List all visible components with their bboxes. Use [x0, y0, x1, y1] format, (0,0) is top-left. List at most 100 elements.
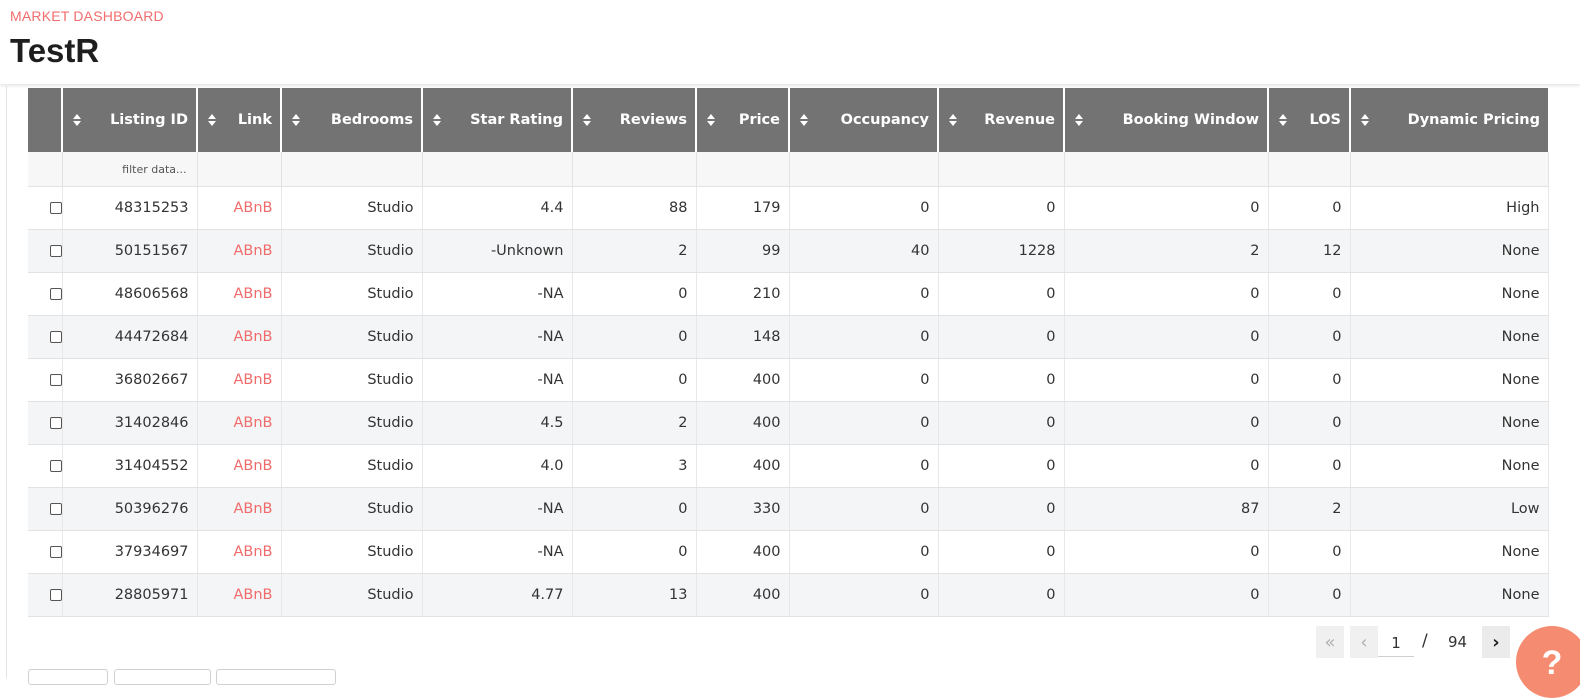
- column-header-reviews[interactable]: Reviews: [572, 88, 697, 152]
- row-checkbox[interactable]: [49, 546, 61, 558]
- cell-price: 400: [696, 358, 790, 402]
- listing-id-filter-input[interactable]: [70, 163, 189, 176]
- column-header-label: Booking Window: [1122, 112, 1259, 128]
- cell-star-rating: 4.0: [422, 444, 573, 488]
- column-header-dynamic-pricing[interactable]: Dynamic Pricing: [1350, 88, 1548, 152]
- column-header-occupancy[interactable]: Occupancy: [789, 88, 939, 152]
- cell-los: 0: [1268, 358, 1351, 402]
- column-header-booking-window[interactable]: Booking Window: [1064, 88, 1269, 152]
- listing-link[interactable]: ABnB: [197, 272, 282, 316]
- sort-arrows-icon[interactable]: [292, 114, 300, 126]
- column-header-los[interactable]: LOS: [1268, 88, 1351, 152]
- cell-star-rating: -NA: [422, 358, 573, 402]
- cell-star-rating: 4.5: [422, 401, 573, 445]
- cell-occupancy: 0: [789, 186, 939, 230]
- row-checkbox[interactable]: [49, 245, 61, 257]
- listing-link[interactable]: ABnB: [197, 315, 282, 359]
- listing-link[interactable]: ABnB: [197, 530, 282, 574]
- page-header: MARKET DASHBOARD TestR: [0, 0, 1580, 84]
- sort-arrows-icon[interactable]: [949, 114, 957, 126]
- column-header-label: Link: [237, 112, 272, 128]
- sort-arrows-icon[interactable]: [800, 114, 808, 126]
- cell-booking-window: 0: [1064, 444, 1269, 488]
- sort-arrows-icon[interactable]: [583, 114, 591, 126]
- listing-link[interactable]: ABnB: [197, 573, 282, 617]
- cell-reviews: 2: [572, 401, 697, 445]
- header-row: Listing ID Link Bedrooms Star Rating Reviews…: [28, 88, 1548, 152]
- cell-dynamic-pricing: None: [1350, 272, 1549, 316]
- column-header-label: Bedrooms: [330, 112, 413, 128]
- table-body: 48315253 ABnB Studio 4.4 88 179 0 0 0 0 High 501515…: [28, 186, 1549, 617]
- table-row: 48606568 ABnB Studio -NA 0 210 0 0 0 0 None: [28, 272, 1549, 316]
- row-checkbox[interactable]: [49, 503, 61, 515]
- column-header-label: Listing ID: [110, 112, 188, 128]
- cell-revenue: 0: [938, 186, 1065, 230]
- column-header-link[interactable]: Link: [197, 88, 282, 152]
- cell-revenue: 0: [938, 530, 1065, 574]
- cell-dynamic-pricing: None: [1350, 530, 1549, 574]
- listing-link[interactable]: ABnB: [197, 487, 282, 531]
- row-select-cell: [28, 358, 63, 402]
- column-header-label: Revenue: [984, 112, 1055, 128]
- cell-los: 12: [1268, 229, 1351, 273]
- cell-listing-id: 50396276: [62, 487, 198, 531]
- column-header-revenue[interactable]: Revenue: [938, 88, 1065, 152]
- page-number-input[interactable]: [1378, 630, 1414, 657]
- column-header-star-rating[interactable]: Star Rating: [422, 88, 573, 152]
- cell-star-rating: -Unknown: [422, 229, 573, 273]
- cell-occupancy: 0: [789, 444, 939, 488]
- first-page-button[interactable]: «: [1316, 626, 1344, 658]
- cell-star-rating: 4.77: [422, 573, 573, 617]
- sort-arrows-icon[interactable]: [1279, 114, 1287, 126]
- sort-arrows-icon[interactable]: [1075, 114, 1083, 126]
- row-checkbox[interactable]: [49, 202, 61, 214]
- row-checkbox[interactable]: [49, 331, 61, 343]
- column-header-listing-id[interactable]: Listing ID: [62, 88, 198, 152]
- cell-dynamic-pricing: None: [1350, 229, 1549, 273]
- row-checkbox[interactable]: [49, 288, 61, 300]
- sort-arrows-icon[interactable]: [433, 114, 441, 126]
- column-header-price[interactable]: Price: [696, 88, 790, 152]
- cell-occupancy: 0: [789, 573, 939, 617]
- cell-revenue: 0: [938, 358, 1065, 402]
- listing-link[interactable]: ABnB: [197, 358, 282, 402]
- bottom-tab[interactable]: [114, 669, 211, 685]
- cell-occupancy: 0: [789, 358, 939, 402]
- cell-listing-id: 48606568: [62, 272, 198, 316]
- cell-price: 148: [696, 315, 790, 359]
- row-checkbox[interactable]: [49, 417, 61, 429]
- row-select-cell: [28, 530, 63, 574]
- row-checkbox[interactable]: [49, 374, 61, 386]
- cell-booking-window: 0: [1064, 401, 1269, 445]
- help-button[interactable]: ?: [1516, 626, 1580, 698]
- cell-star-rating: 4.4: [422, 186, 573, 230]
- cell-reviews: 2: [572, 229, 697, 273]
- next-page-button[interactable]: ›: [1482, 626, 1510, 658]
- cell-revenue: 0: [938, 315, 1065, 359]
- listing-link[interactable]: ABnB: [197, 229, 282, 273]
- sort-arrows-icon[interactable]: [208, 114, 216, 126]
- listing-link[interactable]: ABnB: [197, 186, 282, 230]
- row-select-cell: [28, 272, 63, 316]
- cell-booking-window: 87: [1064, 487, 1269, 531]
- sort-arrows-icon[interactable]: [73, 114, 81, 126]
- cell-occupancy: 0: [789, 315, 939, 359]
- cell-revenue: 0: [938, 272, 1065, 316]
- row-checkbox[interactable]: [49, 589, 61, 601]
- listing-link[interactable]: ABnB: [197, 444, 282, 488]
- bottom-tab[interactable]: [216, 669, 336, 685]
- cell-price: 210: [696, 272, 790, 316]
- bottom-tab[interactable]: [28, 669, 108, 685]
- cell-price: 400: [696, 530, 790, 574]
- prev-page-button[interactable]: ‹: [1350, 626, 1378, 658]
- sort-arrows-icon[interactable]: [1361, 114, 1369, 126]
- row-select-cell: [28, 186, 63, 230]
- table-row: 28805971 ABnB Studio 4.77 13 400 0 0 0 0 None: [28, 573, 1549, 617]
- cell-listing-id: 36802667: [62, 358, 198, 402]
- cell-dynamic-pricing: None: [1350, 444, 1549, 488]
- sort-arrows-icon[interactable]: [707, 114, 715, 126]
- cell-bedrooms: Studio: [281, 530, 423, 574]
- listing-link[interactable]: ABnB: [197, 401, 282, 445]
- column-header-bedrooms[interactable]: Bedrooms: [281, 88, 423, 152]
- row-checkbox[interactable]: [49, 460, 61, 472]
